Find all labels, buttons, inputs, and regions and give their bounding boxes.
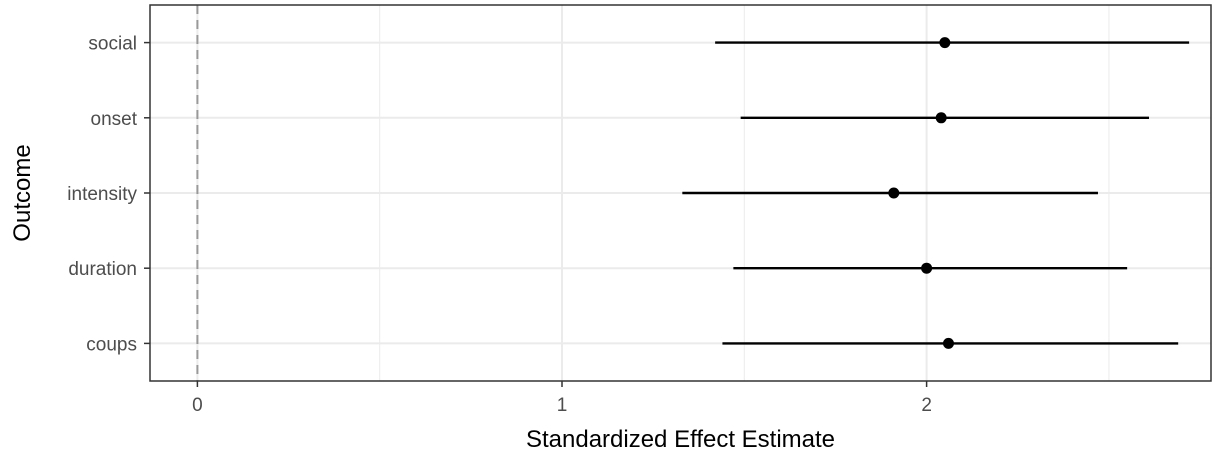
estimate-point-social bbox=[939, 37, 951, 49]
estimate-point-duration bbox=[921, 262, 933, 274]
y-tick-label: social bbox=[88, 34, 137, 55]
y-axis-title: Outcome bbox=[9, 144, 36, 241]
estimate-point-onset bbox=[935, 112, 947, 124]
x-tick-label: 1 bbox=[557, 395, 568, 416]
y-tick-label: duration bbox=[68, 259, 137, 280]
estimate-point-intensity bbox=[888, 187, 900, 199]
x-tick-label: 0 bbox=[192, 395, 203, 416]
estimate-marks bbox=[682, 37, 1190, 349]
y-tick-label: onset bbox=[91, 109, 138, 130]
x-tick-label: 2 bbox=[921, 395, 932, 416]
x-axis-title: Standardized Effect Estimate bbox=[526, 426, 835, 453]
estimate-point-coups bbox=[942, 337, 954, 349]
y-axis: social onset intensity duration coups bbox=[67, 34, 150, 355]
y-tick-label: coups bbox=[86, 334, 137, 355]
y-tick-label: intensity bbox=[67, 184, 137, 205]
x-axis: 0 1 2 bbox=[192, 381, 932, 416]
